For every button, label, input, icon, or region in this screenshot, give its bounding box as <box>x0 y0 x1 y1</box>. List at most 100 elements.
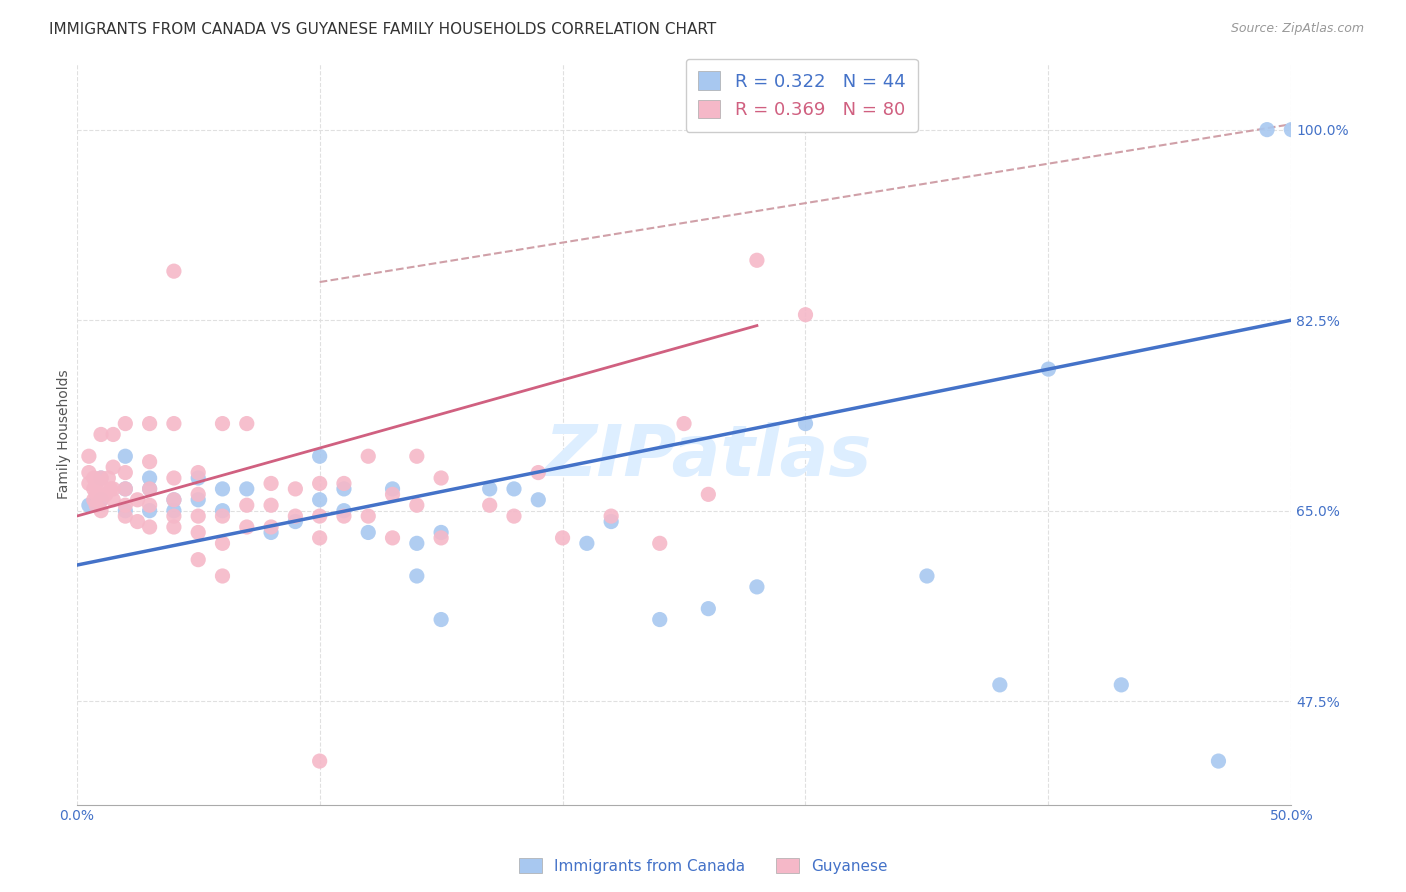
Point <box>187 492 209 507</box>
Point <box>357 509 380 524</box>
Point <box>114 509 136 524</box>
Y-axis label: Family Households: Family Households <box>58 369 72 500</box>
Point <box>83 471 105 485</box>
Point <box>381 482 404 496</box>
Point <box>673 417 696 431</box>
Point <box>527 466 550 480</box>
Point <box>915 569 938 583</box>
Legend: Immigrants from Canada, Guyanese: Immigrants from Canada, Guyanese <box>513 852 893 880</box>
Point <box>138 520 160 534</box>
Point <box>1279 122 1302 136</box>
Point <box>260 525 283 540</box>
Point <box>405 449 427 463</box>
Point <box>90 471 112 485</box>
Point <box>138 482 160 496</box>
Point <box>77 498 100 512</box>
Point <box>77 466 100 480</box>
Point <box>600 509 623 524</box>
Point <box>478 482 501 496</box>
Point <box>260 498 283 512</box>
Point <box>187 487 209 501</box>
Point <box>1208 754 1230 768</box>
Point <box>163 417 186 431</box>
Point <box>284 515 307 529</box>
Point <box>284 482 307 496</box>
Point <box>430 525 453 540</box>
Point <box>163 492 186 507</box>
Point <box>575 536 598 550</box>
Point <box>988 678 1011 692</box>
Point <box>114 449 136 463</box>
Point <box>84 487 107 501</box>
Point <box>236 482 259 496</box>
Point <box>430 613 453 627</box>
Point <box>90 492 112 507</box>
Point <box>648 536 671 550</box>
Point <box>84 476 107 491</box>
Point <box>333 509 356 524</box>
Point <box>127 515 149 529</box>
Point <box>308 492 330 507</box>
Point <box>83 482 105 496</box>
Point <box>77 476 100 491</box>
Point <box>333 476 356 491</box>
Point <box>308 754 330 768</box>
Point <box>163 520 186 534</box>
Point <box>211 504 233 518</box>
Point <box>83 492 105 507</box>
Point <box>138 504 160 518</box>
Point <box>357 449 380 463</box>
Point <box>114 482 136 496</box>
Point <box>405 498 427 512</box>
Point <box>381 487 404 501</box>
Point <box>284 509 307 524</box>
Point <box>527 492 550 507</box>
Point <box>211 417 233 431</box>
Point <box>211 509 233 524</box>
Point <box>114 482 136 496</box>
Point <box>90 471 112 485</box>
Text: Source: ZipAtlas.com: Source: ZipAtlas.com <box>1230 22 1364 36</box>
Point <box>503 482 526 496</box>
Point <box>101 492 124 507</box>
Text: IMMIGRANTS FROM CANADA VS GUYANESE FAMILY HOUSEHOLDS CORRELATION CHART: IMMIGRANTS FROM CANADA VS GUYANESE FAMIL… <box>49 22 717 37</box>
Text: ZIPatlas: ZIPatlas <box>544 422 872 491</box>
Point <box>648 613 671 627</box>
Point <box>503 509 526 524</box>
Point <box>333 504 356 518</box>
Point <box>77 449 100 463</box>
Point <box>236 417 259 431</box>
Point <box>478 498 501 512</box>
Point <box>697 601 720 615</box>
Point <box>308 509 330 524</box>
Point <box>90 482 112 496</box>
Point <box>697 487 720 501</box>
Point <box>260 520 283 534</box>
Point <box>90 492 112 507</box>
Point <box>138 455 160 469</box>
Point <box>163 504 186 518</box>
Point <box>794 308 817 322</box>
Point <box>187 509 209 524</box>
Point <box>551 531 574 545</box>
Point <box>138 417 160 431</box>
Point <box>430 531 453 545</box>
Point <box>1038 362 1060 376</box>
Point <box>138 471 160 485</box>
Point <box>1256 122 1278 136</box>
Point <box>187 466 209 480</box>
Point <box>90 427 112 442</box>
Point <box>97 471 120 485</box>
Point <box>114 498 136 512</box>
Point <box>381 531 404 545</box>
Point <box>260 476 283 491</box>
Point <box>163 492 186 507</box>
Point <box>405 569 427 583</box>
Point <box>187 525 209 540</box>
Point <box>127 492 149 507</box>
Point <box>114 417 136 431</box>
Point <box>211 536 233 550</box>
Point <box>114 466 136 480</box>
Point <box>745 580 768 594</box>
Point <box>84 498 107 512</box>
